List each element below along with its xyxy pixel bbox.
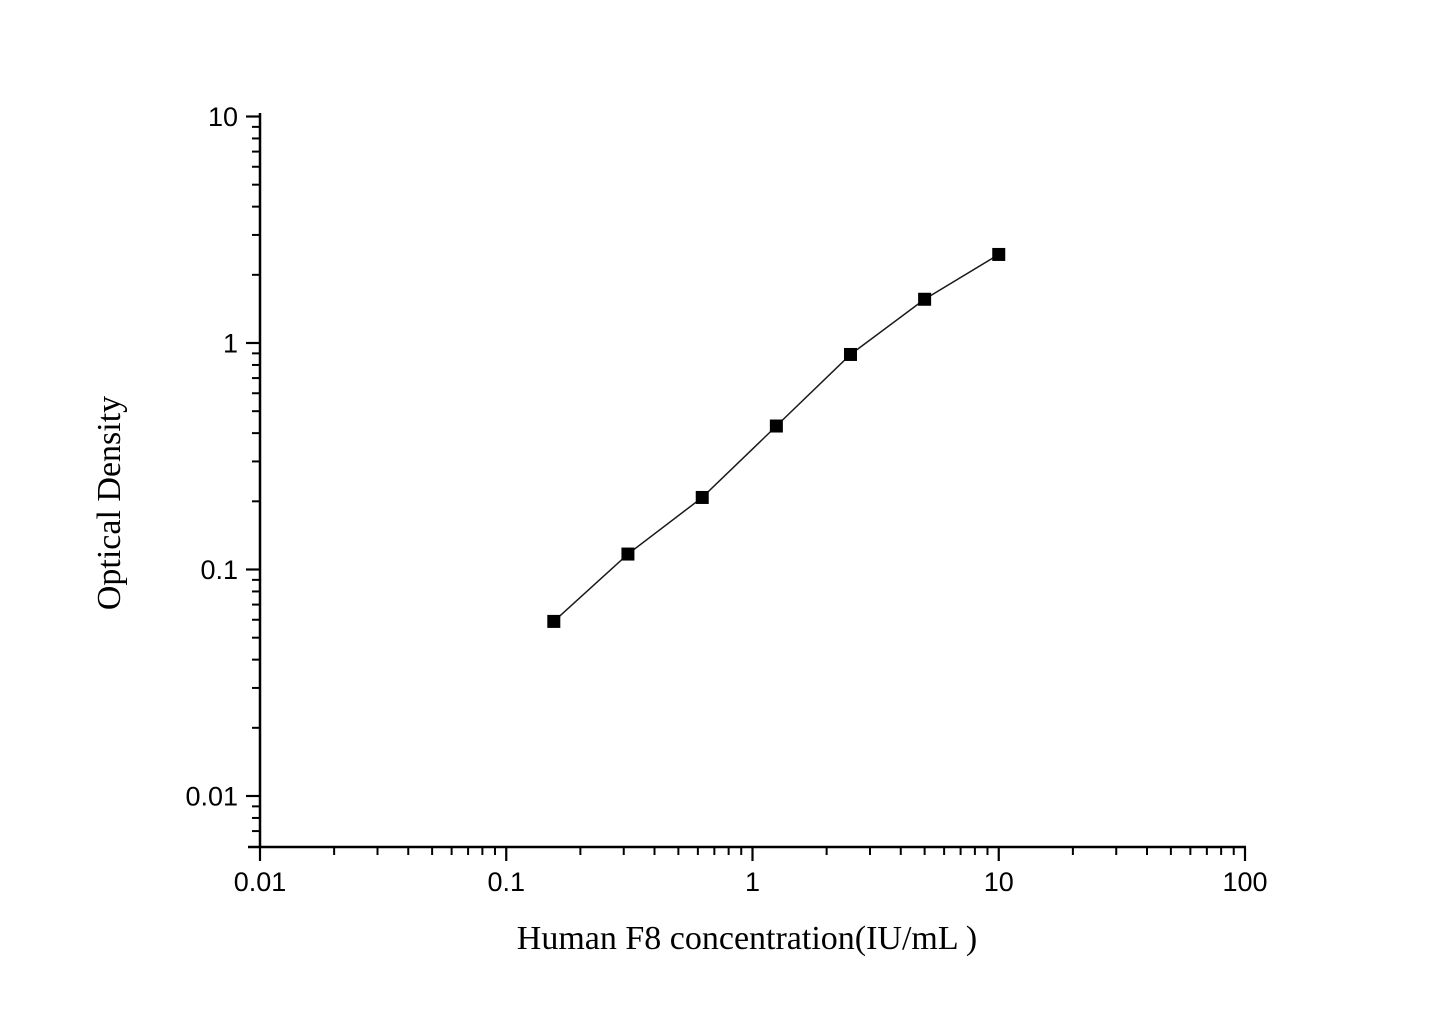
data-point-marker — [547, 614, 561, 628]
data-point-marker — [695, 490, 709, 504]
y-tick-label: 1 — [223, 329, 238, 359]
axes — [248, 113, 1246, 849]
x-tick-label: 100 — [1222, 867, 1267, 897]
x-tick-label: 0.01 — [234, 867, 287, 897]
x-axis-title: Human F8 concentration(IU/mL ) — [517, 920, 977, 957]
y-axis-title: Optical Density — [91, 396, 128, 610]
series-line — [553, 253, 1000, 622]
y-tick-label: 0.01 — [185, 782, 238, 812]
data-point-marker — [992, 247, 1006, 261]
y-axis-ticks: 0.01 0.1 1 10 — [185, 102, 260, 833]
y-tick-label: 10 — [208, 102, 238, 132]
x-tick-label: 0.1 — [487, 867, 525, 897]
x-tick-label: 1 — [745, 867, 760, 897]
data-point-marker — [621, 547, 635, 561]
y-tick-label: 0.1 — [200, 555, 238, 585]
data-point-marker — [918, 292, 932, 306]
data-point-marker — [843, 347, 857, 361]
x-axis-ticks: 0.01 0.1 1 10 100 — [234, 847, 1268, 897]
data-series — [547, 247, 1006, 628]
x-tick-label: 10 — [984, 867, 1014, 897]
data-point-marker — [769, 419, 783, 433]
